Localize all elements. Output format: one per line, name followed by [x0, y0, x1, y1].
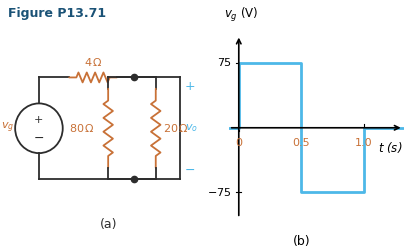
- Text: 0: 0: [235, 138, 242, 148]
- Text: 75: 75: [217, 58, 231, 68]
- Text: (b): (b): [293, 235, 311, 248]
- Text: $20\,\Omega$: $20\,\Omega$: [163, 122, 188, 134]
- Text: $v_g$ (V): $v_g$ (V): [223, 6, 258, 24]
- Text: Figure P13.71: Figure P13.71: [8, 7, 106, 20]
- Text: −: −: [34, 132, 44, 145]
- Text: 0.5: 0.5: [292, 138, 310, 148]
- Text: $80\,\Omega$: $80\,\Omega$: [69, 122, 95, 134]
- Text: $t$ (s): $t$ (s): [378, 140, 402, 155]
- Text: $v_o$: $v_o$: [185, 122, 198, 134]
- Text: $-75$: $-75$: [207, 186, 231, 198]
- Text: 1.0: 1.0: [355, 138, 372, 148]
- Text: $v_g$: $v_g$: [1, 121, 14, 135]
- Text: $4\,\Omega$: $4\,\Omega$: [84, 56, 102, 68]
- Text: −: −: [185, 164, 196, 177]
- Text: +: +: [34, 115, 44, 125]
- Text: (a): (a): [99, 218, 117, 231]
- Text: +: +: [185, 80, 196, 93]
